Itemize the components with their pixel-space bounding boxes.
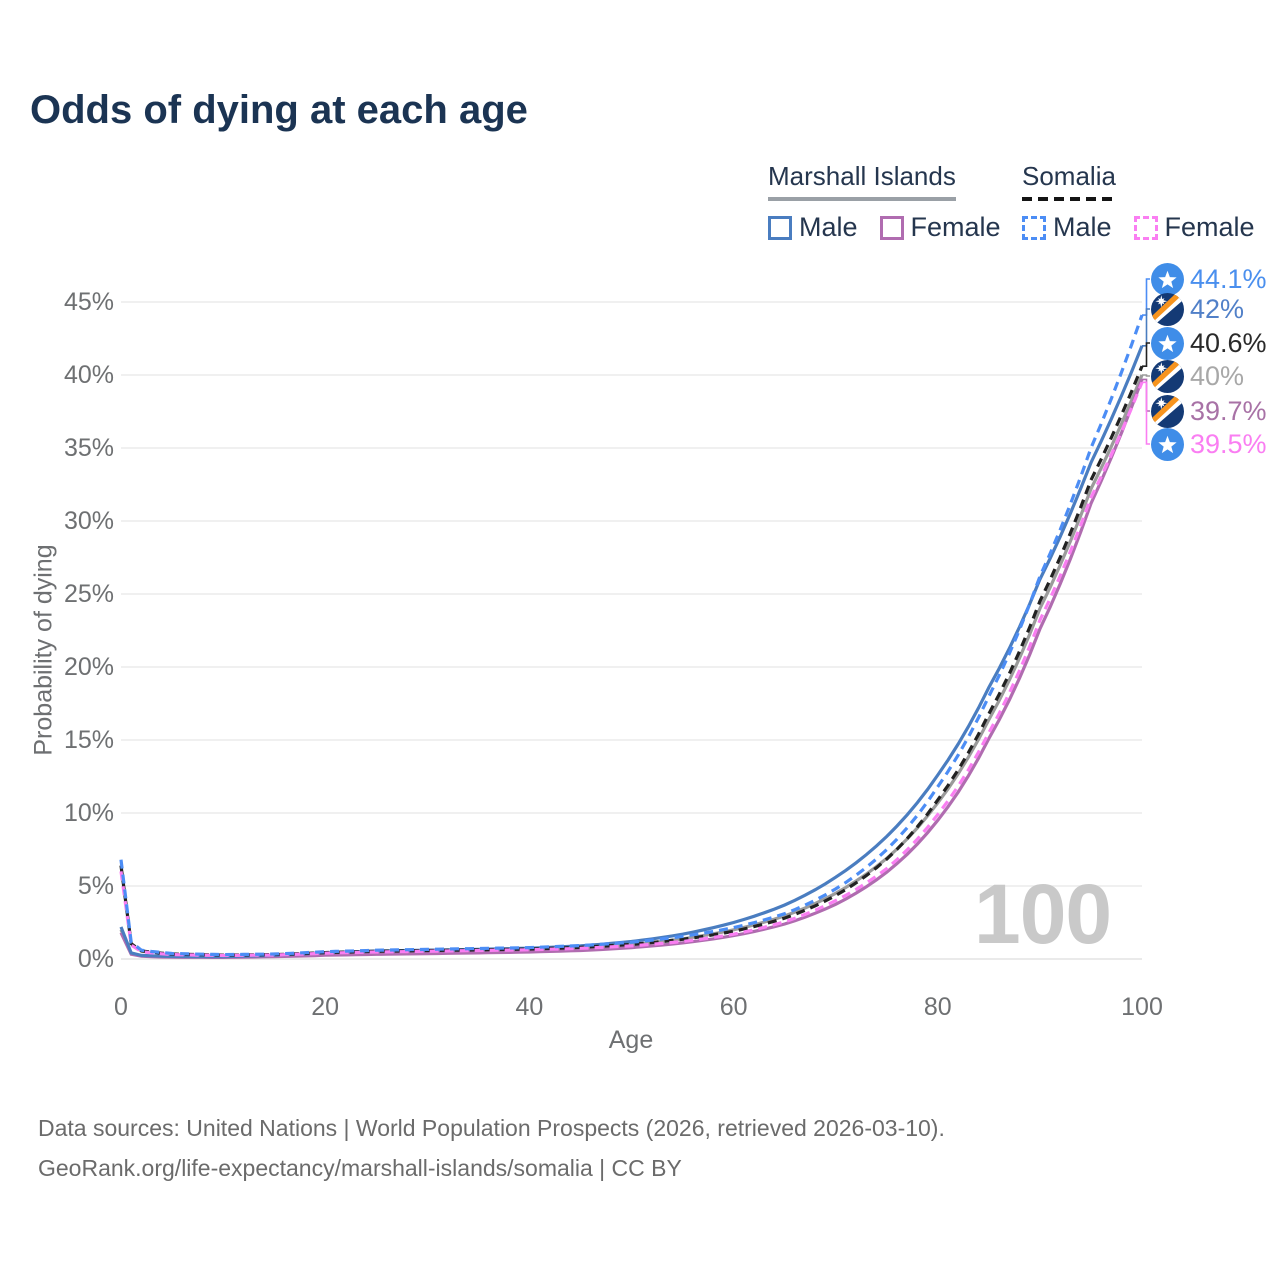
- marshall-islands-flag-icon: [1151, 394, 1184, 428]
- age-watermark: 100: [974, 867, 1112, 961]
- y-tick-10: 10%: [63, 799, 114, 827]
- chart-title: Odds of dying at each age: [30, 88, 528, 132]
- y-tick-5: 5%: [77, 872, 114, 900]
- legend-item-label: Male: [1053, 212, 1112, 242]
- end-connector-marshall-islands-male: [1142, 308, 1150, 347]
- line-somalia-male: [119, 314, 1144, 957]
- end-label-marshall-islands-female: 39.7%: [1151, 394, 1267, 428]
- legend-item-marshall-islands-female: Female: [879, 212, 1001, 243]
- legend-item-somalia-female: Female: [1133, 212, 1255, 243]
- end-connector-somalia-female: [1142, 381, 1150, 445]
- y-tick-35: 35%: [63, 434, 114, 462]
- end-connector-somalia-male: [1142, 278, 1150, 316]
- end-label-value: 40.6%: [1190, 327, 1267, 358]
- y-tick-20: 20%: [63, 653, 114, 681]
- x-tick-0: 0: [114, 993, 128, 1021]
- end-label-value: 39.5%: [1190, 428, 1267, 459]
- legend-swatch: [879, 215, 904, 240]
- line-somalia-female: [119, 381, 1144, 958]
- legend-line-style-sample: [1022, 197, 1116, 201]
- somalia-flag-icon: [1151, 262, 1184, 296]
- x-tick-20: 20: [311, 993, 340, 1021]
- end-label-value: 44.1%: [1190, 263, 1267, 294]
- end-connector-marshall-islands-both: [1142, 374, 1150, 377]
- legend-swatch: [1133, 215, 1158, 240]
- end-label-somalia-both: 40.6%: [1151, 326, 1267, 360]
- legend-swatch: [768, 215, 792, 240]
- y-tick-40: 40%: [63, 361, 114, 389]
- legend-item-label: Female: [1164, 212, 1255, 242]
- end-label-marshall-islands-both: 40%: [1151, 359, 1244, 393]
- legend-group-marshall-islands: Marshall Islands Male Female: [768, 161, 1023, 243]
- footer-source-link[interactable]: GeoRank.org/life-expectancy/marshall-isl…: [38, 1155, 682, 1181]
- footer: Data sources: United Nations | World Pop…: [38, 1108, 945, 1188]
- x-tick-100: 100: [1121, 993, 1163, 1021]
- legend-item-somalia-male: Male: [1022, 212, 1112, 243]
- y-tick-30: 30%: [63, 507, 114, 535]
- legend-item-label: Male: [799, 212, 858, 242]
- end-label-somalia-male: 44.1%: [1151, 262, 1267, 296]
- y-tick-25: 25%: [63, 580, 114, 608]
- legend-country-label: Somalia: [1022, 161, 1116, 191]
- line-marshall-islands-female: [119, 378, 1144, 959]
- x-tick-60: 60: [719, 993, 748, 1021]
- legend-country-label: Marshall Islands: [768, 161, 956, 191]
- somalia-flag-icon: [1151, 326, 1184, 360]
- legend-group-somalia: Somalia Male Female: [1022, 161, 1277, 243]
- y-axis-title: Probability of dying: [29, 544, 58, 756]
- y-tick-0: 0%: [77, 945, 114, 973]
- y-tick-45: 45%: [63, 288, 114, 316]
- end-label-value: 42%: [1190, 293, 1245, 324]
- legend-line-style-sample: [768, 197, 956, 201]
- y-tick-15: 15%: [63, 726, 114, 754]
- end-label-somalia-female: 39.5%: [1151, 427, 1267, 461]
- x-tick-80: 80: [923, 993, 952, 1021]
- x-axis-title: Age: [608, 1026, 654, 1054]
- marshall-islands-flag-icon: [1151, 292, 1184, 326]
- legend-swatch: [1022, 215, 1046, 240]
- x-tick-40: 40: [515, 993, 544, 1021]
- legend-item-marshall-islands-male: Male: [768, 212, 858, 243]
- end-label-marshall-islands-male: 42%: [1151, 292, 1244, 326]
- footer-data-sources: Data sources: United Nations | World Pop…: [38, 1115, 945, 1141]
- end-connector-somalia-both: [1142, 342, 1150, 367]
- somalia-flag-icon: [1151, 427, 1184, 461]
- marshall-islands-flag-icon: [1151, 359, 1184, 393]
- end-label-value: 39.7%: [1190, 395, 1267, 426]
- end-label-value: 40%: [1190, 360, 1245, 391]
- legend-item-label: Female: [910, 212, 1001, 242]
